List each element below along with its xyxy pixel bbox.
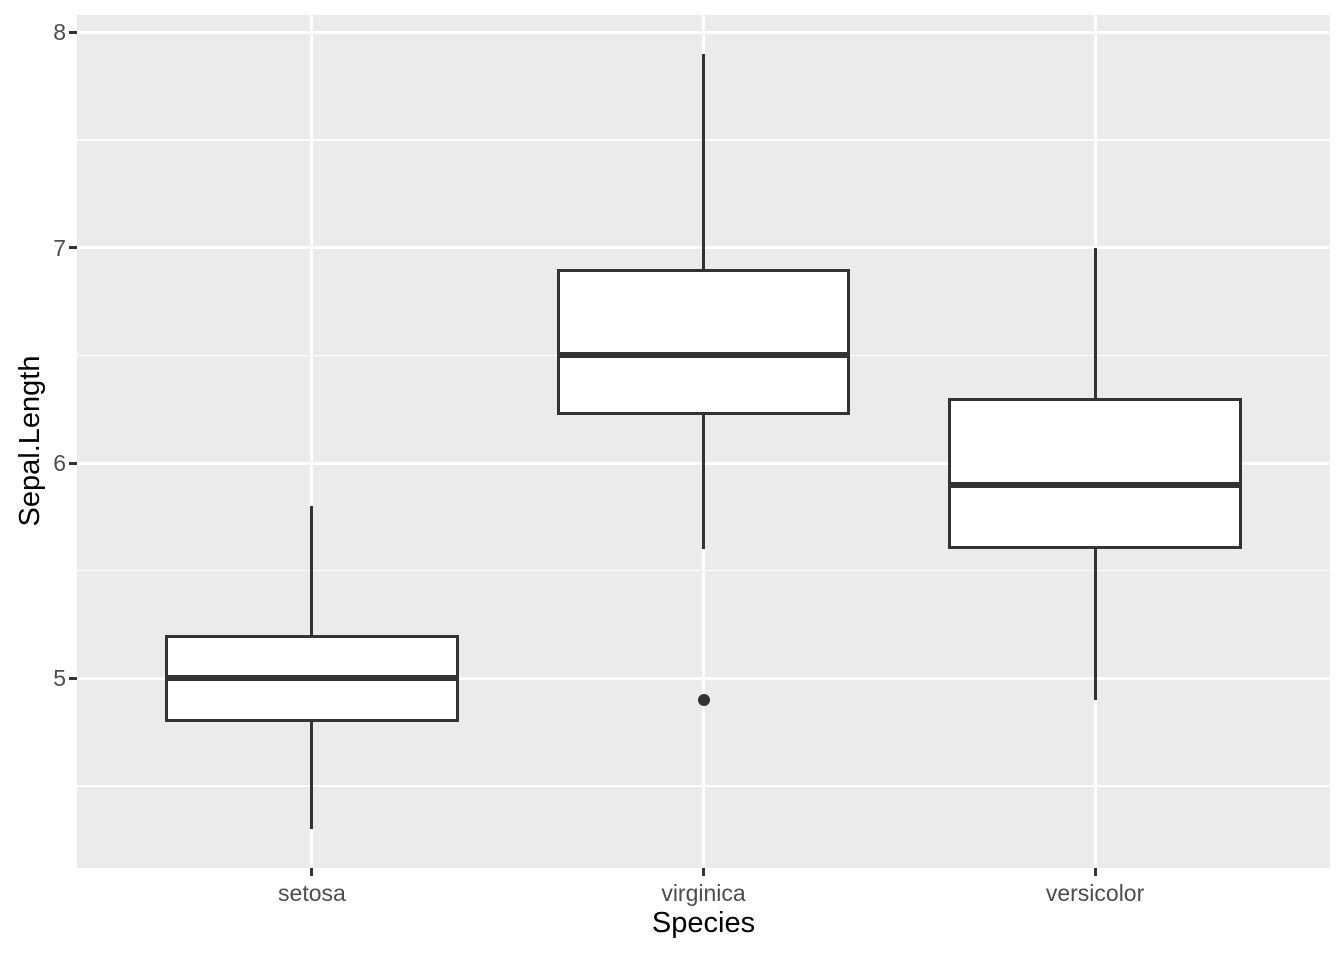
whisker-lower-versicolor — [1093, 549, 1097, 700]
whisker-lower-virginica — [702, 414, 705, 550]
y-tick-mark — [69, 246, 77, 250]
x-axis-title: Species — [651, 907, 756, 939]
whisker-upper-virginica — [702, 53, 705, 270]
whisker-lower-setosa — [310, 721, 314, 830]
outlier-point-virginica — [697, 693, 710, 706]
box-virginica — [556, 269, 851, 415]
whisker-upper-versicolor — [1093, 247, 1097, 399]
y-tick-label: 8 — [53, 19, 66, 46]
median-virginica — [556, 352, 851, 359]
x-tick-label: virginica — [661, 880, 746, 906]
x-tick-mark — [310, 868, 314, 876]
y-axis-title: Sepal.Length — [14, 355, 46, 527]
y-tick-label: 7 — [53, 234, 66, 261]
median-setosa — [165, 675, 459, 682]
y-tick-label: 5 — [53, 665, 66, 692]
y-tick-label: 6 — [53, 450, 66, 477]
whisker-upper-setosa — [310, 506, 314, 636]
x-tick-label: setosa — [278, 880, 346, 906]
box-versicolor — [948, 398, 1242, 550]
median-versicolor — [948, 481, 1242, 488]
plot-panel — [77, 15, 1330, 868]
x-tick-label: versicolor — [1045, 880, 1145, 906]
x-tick-mark — [702, 868, 705, 876]
y-tick-mark — [69, 676, 77, 680]
x-tick-mark — [1093, 868, 1097, 876]
gridline-vertical — [310, 15, 314, 868]
y-tick-mark — [69, 30, 77, 34]
y-tick-mark — [69, 461, 77, 465]
